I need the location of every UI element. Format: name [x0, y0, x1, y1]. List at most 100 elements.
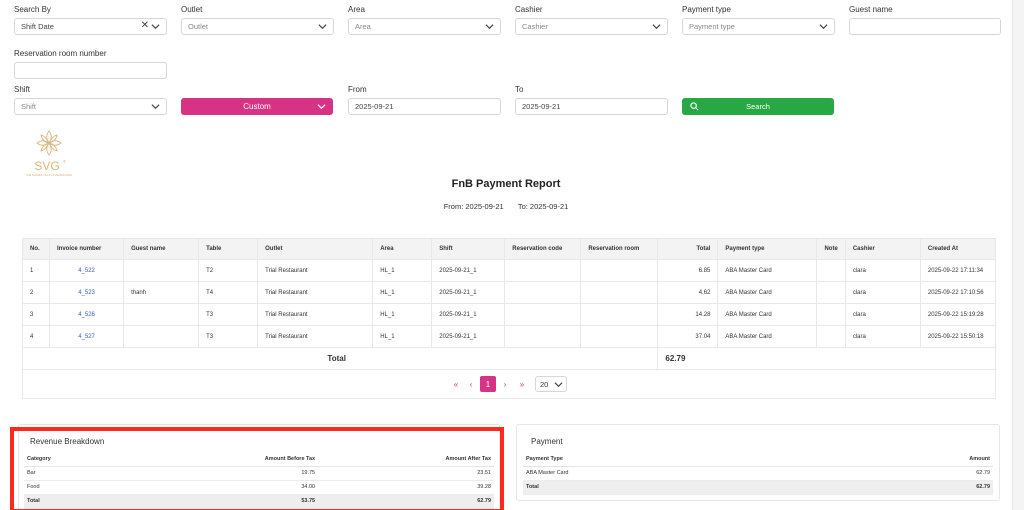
total-before-tax: 53.75 [125, 494, 319, 509]
column-header: Payment type [717, 238, 818, 260]
outlet-label: Outlet [181, 5, 203, 14]
cell-reservation-room [580, 281, 659, 304]
column-header: Outlet [257, 238, 374, 260]
table-row: 3 4_526 T3 Trial Restaurant HL_1 2025-09… [21, 303, 997, 326]
payment-type-cell: ABA Master Card [523, 466, 826, 481]
cell-cashier: clara [844, 303, 921, 326]
custom-range-button[interactable]: Custom [181, 98, 333, 115]
payment-type-label: Payment type [682, 5, 731, 14]
cell-area: HL_1 [372, 259, 433, 282]
invoice-link[interactable]: 4_527 [49, 325, 125, 348]
payment-title: Payment [531, 437, 563, 446]
guest-name-label: Guest name [849, 5, 893, 14]
chevron-down-icon [485, 24, 494, 30]
outlet-select[interactable]: Outlet [181, 18, 334, 35]
payment-type-placeholder: Payment type [689, 22, 735, 31]
column-header: Note [816, 238, 846, 260]
column-header: Category [24, 452, 126, 467]
cell-no: 4 [21, 325, 51, 348]
cell-reservation-code [504, 303, 582, 326]
to-date-input[interactable]: 2025-09-21 [515, 98, 668, 115]
amount-cell: 62.79 [825, 466, 993, 481]
cell-note [816, 281, 846, 304]
cell-outlet: Trial Restaurant [257, 325, 374, 348]
cell-created-at: 2025-09-22 15:19:28 [919, 303, 997, 326]
chevron-down-icon [554, 382, 563, 388]
payment-type-select[interactable]: Payment type [682, 18, 835, 35]
table-header-row: No. Invoice number Guest name Table Outl… [21, 238, 997, 260]
cell-outlet: Trial Restaurant [257, 281, 374, 304]
after-tax-cell: 39.28 [318, 480, 494, 495]
cell-total: 14.28 [657, 303, 719, 326]
column-header: Invoice number [49, 238, 125, 260]
cell-guest: thanh [123, 281, 200, 304]
before-tax-cell: 34.00 [125, 480, 319, 495]
column-header: Payment Type [523, 452, 826, 467]
invoice-link[interactable]: 4_526 [49, 303, 125, 326]
invoice-link[interactable]: 4_523 [49, 281, 125, 304]
report-to: To: 2025-09-21 [517, 202, 569, 211]
total-label: Total [24, 494, 126, 509]
payment-total-row: Total 62.79 [523, 480, 993, 495]
page-size-value: 20 [540, 379, 549, 389]
to-label: To [515, 85, 524, 94]
next-page-button[interactable]: › [503, 379, 507, 389]
page-1-button[interactable]: 1 [480, 376, 496, 392]
cell-guest [123, 259, 200, 282]
cell-created-at: 2025-09-22 17:10:56 [919, 281, 997, 304]
cell-created-at: 2025-09-22 17:11:34 [919, 259, 997, 282]
cell-guest [123, 303, 200, 326]
total-amount: 62.79 [825, 480, 993, 495]
table-row: Bar 19.75 23.51 [24, 466, 494, 481]
before-tax-cell: 19.75 [125, 466, 319, 481]
pagination: « ‹ 1 › » 20 [23, 370, 995, 398]
chevron-down-icon [317, 104, 326, 110]
cell-table: T3 [198, 325, 259, 348]
prev-page-button[interactable]: ‹ [469, 379, 473, 389]
logo-text: SVG [34, 159, 59, 173]
shift-label: Shift [14, 85, 31, 94]
last-page-button[interactable]: » [519, 379, 525, 389]
cell-reservation-room [580, 325, 659, 348]
chevron-down-icon [151, 104, 160, 110]
column-header: Total [657, 238, 719, 260]
area-placeholder: Area [355, 22, 371, 31]
first-page-button[interactable]: « [453, 379, 459, 389]
reservation-room-label: Reservation room number [14, 49, 107, 58]
column-header: Reservation code [504, 238, 582, 260]
payment-card: Payment Payment Type Amount ABA Master C… [516, 424, 1000, 501]
scrollbar[interactable] [1012, 0, 1024, 510]
chevron-down-icon [318, 24, 327, 30]
guest-name-input[interactable] [849, 18, 1001, 35]
cell-note [816, 303, 846, 326]
search-by-value: Shift Date [21, 22, 54, 31]
cell-payment-type: ABA Master Card [717, 281, 818, 304]
total-label: Total [523, 480, 826, 495]
from-date-value: 2025-09-21 [355, 102, 394, 111]
from-date-input[interactable]: 2025-09-21 [348, 98, 501, 115]
shift-select[interactable]: Shift [14, 98, 167, 115]
cell-created-at: 2025-09-22 15:50:18 [919, 325, 997, 348]
column-header: Area [372, 238, 433, 260]
area-select[interactable]: Area [348, 18, 501, 35]
cell-total: 4.62 [657, 281, 719, 304]
outlet-placeholder: Outlet [188, 22, 209, 31]
report-date-range: From: 2025-09-21 To: 2025-09-21 [0, 202, 1012, 211]
chevron-down-icon [652, 24, 661, 30]
category-cell: Bar [24, 466, 126, 481]
revenue-breakdown-table: Category Amount Before Tax Amount After … [24, 452, 494, 509]
cell-reservation-code [504, 259, 582, 282]
search-button[interactable]: Search [682, 98, 834, 115]
invoice-link[interactable]: 4_522 [49, 259, 125, 282]
table-row: Food 34.00 39.28 [24, 480, 494, 495]
search-by-select[interactable]: Shift Date ✕ [14, 18, 167, 35]
table-row: 2 4_523 thanh T4 Trial Restaurant HL_1 2… [21, 281, 997, 304]
cashier-select[interactable]: Cashier [515, 18, 668, 35]
column-header: No. [21, 238, 51, 260]
cashier-placeholder: Cashier [522, 22, 548, 31]
page-size-select[interactable]: 20 [535, 376, 567, 392]
reservation-room-input[interactable] [14, 62, 167, 79]
cell-table: T4 [198, 281, 259, 304]
clear-icon[interactable]: ✕ [140, 20, 149, 31]
cell-total: 6.85 [657, 259, 719, 282]
